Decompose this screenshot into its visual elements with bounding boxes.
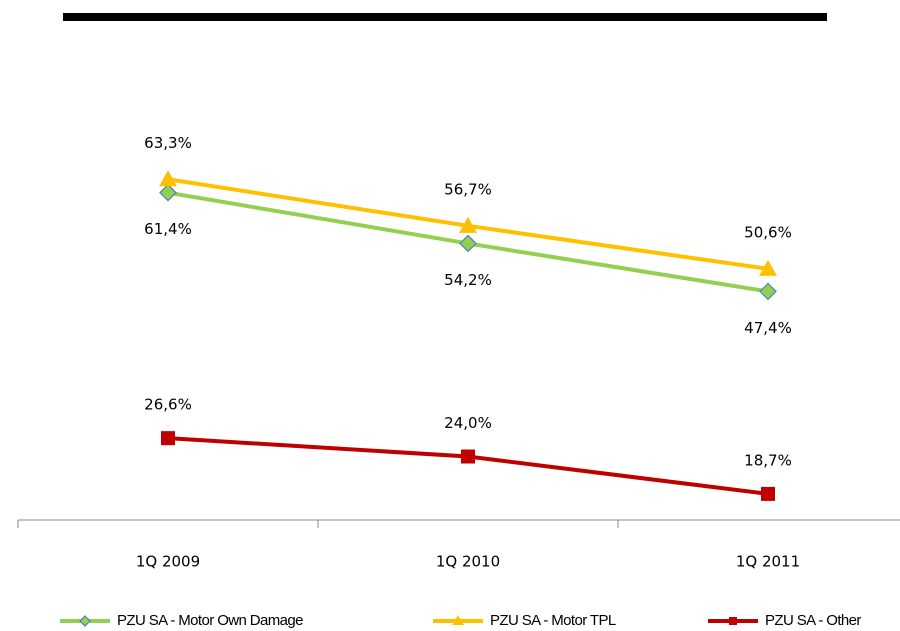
legend-marker bbox=[79, 615, 91, 627]
legend-marker bbox=[729, 617, 737, 625]
x-tick-label: 1Q 2009 bbox=[136, 553, 200, 571]
legend-label: PZU SA - Motor TPL bbox=[490, 612, 616, 629]
data-label: 50,6% bbox=[744, 223, 792, 241]
legend-label: PZU SA - Other bbox=[765, 612, 861, 629]
data-point bbox=[759, 259, 777, 276]
data-label: 61,4% bbox=[144, 220, 192, 238]
data-label: 54,2% bbox=[444, 271, 492, 289]
legend-marker bbox=[452, 615, 464, 625]
data-label: 56,7% bbox=[444, 180, 492, 198]
legend-label: PZU SA - Motor Own Damage bbox=[117, 612, 303, 629]
data-point bbox=[461, 449, 475, 464]
data-label: 47,4% bbox=[744, 319, 792, 337]
x-tick-label: 1Q 2011 bbox=[736, 553, 800, 571]
header-bar bbox=[63, 13, 827, 21]
data-point bbox=[159, 170, 177, 187]
data-label: 63,3% bbox=[144, 134, 192, 152]
data-label: 18,7% bbox=[744, 451, 792, 469]
data-point bbox=[161, 431, 175, 446]
x-tick-label: 1Q 2010 bbox=[436, 553, 500, 571]
data-point bbox=[759, 282, 777, 301]
data-label: 26,6% bbox=[144, 396, 192, 414]
data-point bbox=[459, 216, 477, 233]
data-point bbox=[761, 486, 775, 501]
data-label: 24,0% bbox=[444, 414, 492, 432]
data-point bbox=[159, 183, 177, 202]
series-line bbox=[167, 436, 769, 496]
data-point bbox=[459, 234, 477, 253]
